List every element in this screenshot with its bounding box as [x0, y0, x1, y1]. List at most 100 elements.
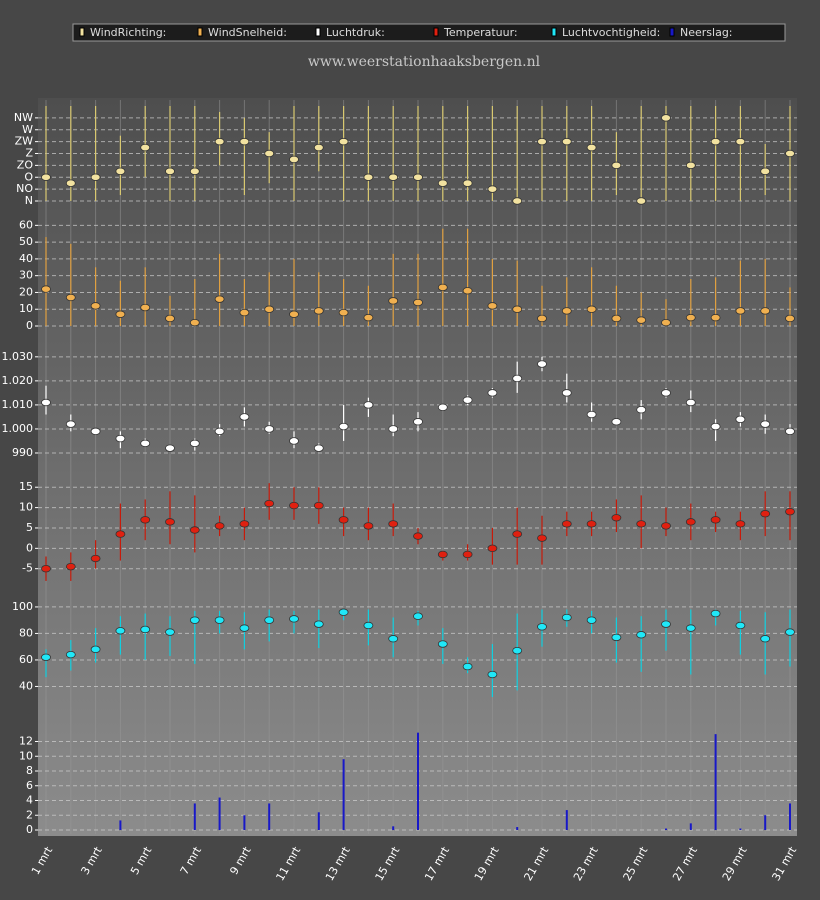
- legend-swatch: [315, 27, 321, 37]
- y-tick-label: Z: [25, 147, 33, 160]
- value-dot: [289, 310, 299, 318]
- value-dot: [462, 550, 473, 559]
- value-dot: [338, 308, 349, 317]
- y-tick-label: 40: [19, 252, 33, 265]
- y-tick-label: 5: [26, 521, 33, 534]
- value-dot: [462, 396, 473, 404]
- value-dot: [239, 413, 250, 421]
- value-dot: [413, 532, 423, 540]
- value-dot: [487, 185, 498, 193]
- value-dot: [165, 444, 175, 452]
- value-dot: [363, 522, 374, 530]
- value-dot: [586, 143, 597, 152]
- value-dot: [388, 425, 399, 433]
- value-dot: [611, 633, 622, 642]
- value-dot: [735, 520, 746, 528]
- value-dot: [685, 624, 696, 632]
- value-dot: [90, 427, 101, 436]
- value-dot: [537, 534, 547, 542]
- value-dot: [785, 628, 795, 636]
- value-dot: [65, 650, 76, 659]
- value-dot: [413, 612, 423, 620]
- value-dot: [388, 173, 399, 181]
- legend-swatch: [79, 27, 85, 37]
- value-dot: [760, 167, 771, 176]
- y-tick-label: 20: [19, 285, 33, 298]
- value-dot: [661, 389, 671, 397]
- y-tick-label: 15: [19, 480, 33, 493]
- y-tick-label: 0: [26, 319, 33, 332]
- y-tick-label: 1.010: [2, 398, 34, 411]
- value-dot: [388, 297, 399, 305]
- value-dot: [661, 620, 671, 628]
- value-dot: [735, 307, 746, 315]
- value-dot: [512, 374, 523, 383]
- value-dot: [462, 179, 473, 187]
- y-tick-label: 40: [19, 679, 33, 692]
- value-dot: [685, 518, 696, 526]
- bar: [119, 820, 122, 830]
- legend-swatch: [197, 27, 203, 37]
- y-tick-label: 8: [26, 764, 33, 777]
- legend-label: Temperatuur:: [443, 26, 518, 39]
- value-dot: [313, 307, 324, 315]
- value-dot: [537, 137, 547, 146]
- y-tick-label: 0: [26, 541, 33, 554]
- value-dot: [140, 143, 151, 152]
- value-dot: [710, 313, 721, 322]
- value-dot: [512, 530, 523, 538]
- value-dot: [561, 307, 572, 315]
- y-tick-label: 1.030: [2, 350, 34, 363]
- value-dot: [140, 439, 151, 448]
- bar: [417, 732, 419, 830]
- value-dot: [512, 646, 523, 655]
- value-dot: [785, 507, 795, 516]
- bar: [392, 826, 395, 830]
- value-dot: [41, 565, 51, 573]
- value-dot: [487, 389, 498, 397]
- y-tick-label: 1.000: [2, 422, 34, 435]
- value-dot: [41, 653, 51, 661]
- value-dot: [65, 293, 76, 302]
- value-dot: [437, 283, 448, 292]
- value-dot: [487, 302, 498, 310]
- value-dot: [41, 398, 51, 407]
- value-dot: [90, 173, 101, 181]
- value-dot: [264, 425, 275, 433]
- y-tick-label: 6: [26, 779, 33, 792]
- value-dot: [41, 285, 51, 293]
- value-dot: [437, 640, 448, 648]
- bar: [764, 815, 767, 830]
- y-tick-label: 60: [19, 218, 33, 231]
- value-dot: [512, 197, 523, 205]
- value-dot: [413, 173, 423, 181]
- bar: [193, 803, 196, 830]
- value-dot: [115, 167, 126, 176]
- value-dot: [785, 149, 795, 158]
- value-dot: [785, 314, 795, 323]
- value-dot: [65, 562, 76, 571]
- value-dot: [561, 137, 572, 146]
- value-dot: [363, 621, 374, 630]
- bar: [739, 828, 742, 830]
- value-dot: [760, 510, 771, 518]
- y-tick-label: 990: [12, 446, 33, 459]
- value-dot: [661, 522, 671, 530]
- y-tick-label: 10: [19, 501, 33, 514]
- value-dot: [586, 520, 597, 528]
- value-dot: [537, 360, 547, 368]
- value-dot: [710, 609, 721, 618]
- value-dot: [264, 305, 275, 313]
- bar: [268, 803, 271, 830]
- value-dot: [363, 401, 374, 409]
- value-dot: [388, 635, 399, 643]
- legend-label: Luchtdruk:: [326, 26, 385, 39]
- legend-swatch: [433, 27, 439, 37]
- value-dot: [239, 624, 250, 632]
- bar: [243, 815, 246, 830]
- y-tick-label: 4: [26, 794, 33, 807]
- chart-title: www.weerstationhaaksbergen.nl: [308, 54, 541, 70]
- value-dot: [165, 314, 175, 323]
- value-dot: [661, 114, 671, 122]
- value-dot: [264, 499, 275, 508]
